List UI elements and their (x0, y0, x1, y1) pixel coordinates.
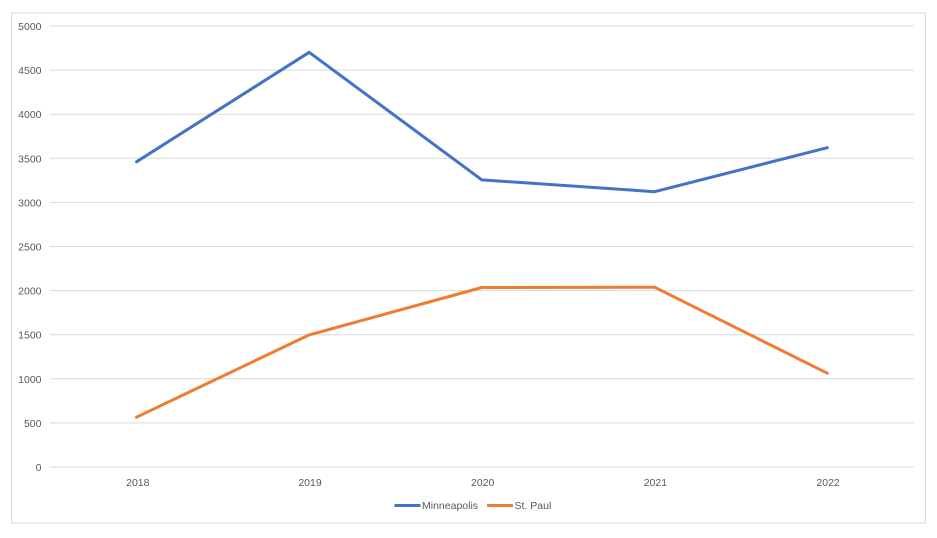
svg-text:5000: 5000 (18, 21, 42, 33)
svg-text:1000: 1000 (18, 374, 42, 386)
svg-text:2500: 2500 (18, 242, 42, 254)
svg-text:2000: 2000 (18, 286, 42, 298)
svg-text:3000: 3000 (18, 197, 42, 209)
svg-text:Minneapolis: Minneapolis (422, 500, 478, 512)
svg-text:2022: 2022 (816, 477, 840, 489)
svg-text:4500: 4500 (18, 65, 42, 77)
svg-text:0: 0 (36, 462, 42, 474)
svg-text:500: 500 (24, 418, 42, 430)
svg-text:2018: 2018 (126, 477, 150, 489)
svg-text:3500: 3500 (18, 153, 42, 165)
svg-text:St. Paul: St. Paul (515, 500, 552, 512)
svg-text:2021: 2021 (644, 477, 668, 489)
svg-text:1500: 1500 (18, 330, 42, 342)
svg-text:2020: 2020 (471, 477, 495, 489)
svg-text:4000: 4000 (18, 109, 42, 121)
svg-text:2019: 2019 (298, 477, 322, 489)
